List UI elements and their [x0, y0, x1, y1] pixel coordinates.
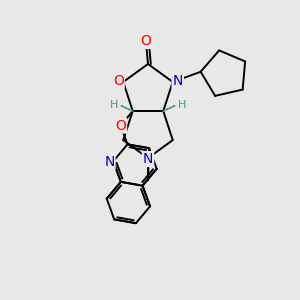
Text: O: O: [141, 34, 152, 48]
Text: H: H: [110, 100, 118, 110]
Text: N: N: [143, 152, 153, 166]
Text: N: N: [104, 155, 115, 169]
Text: N: N: [172, 74, 183, 88]
Text: H: H: [178, 100, 187, 110]
Text: O: O: [115, 118, 126, 133]
Text: O: O: [113, 74, 124, 88]
